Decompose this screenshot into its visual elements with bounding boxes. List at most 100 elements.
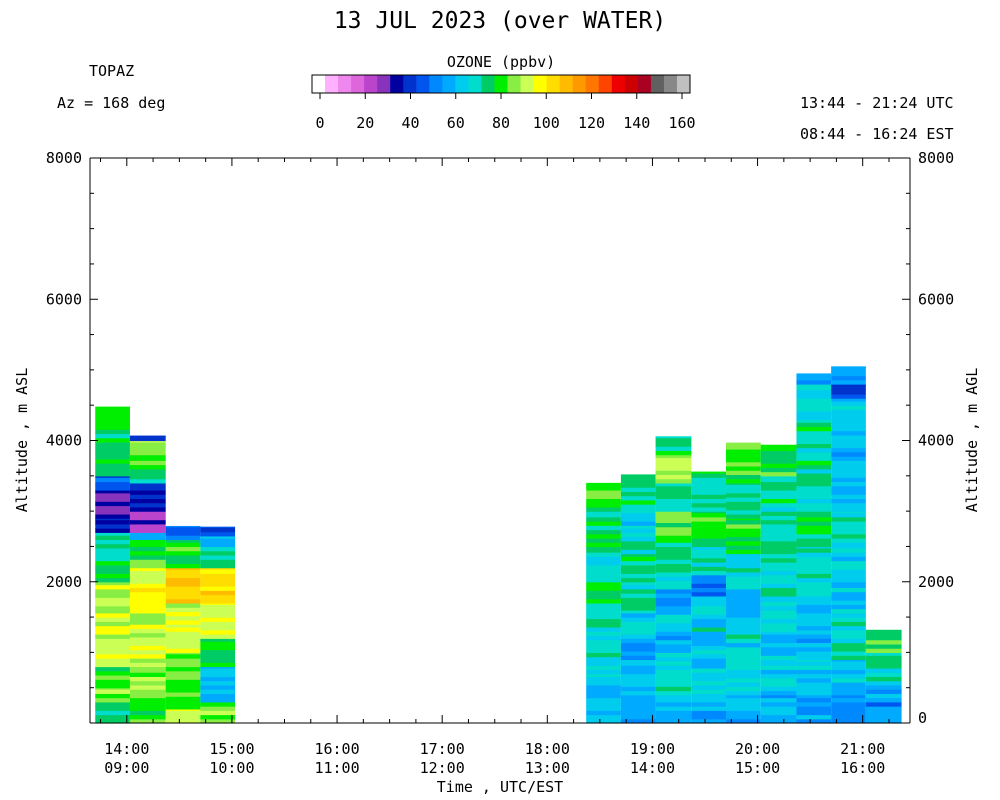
ozone-cell bbox=[831, 468, 866, 474]
ozone-cell bbox=[95, 588, 130, 594]
ozone-cell bbox=[586, 594, 621, 600]
ozone-cell bbox=[796, 621, 832, 627]
ozone-cell bbox=[586, 714, 621, 720]
ozone-cell bbox=[200, 634, 236, 639]
ozone-cell bbox=[165, 585, 201, 591]
ozone-cell bbox=[129, 470, 166, 475]
ozone-cell bbox=[620, 549, 656, 555]
ozone-cell bbox=[691, 489, 727, 495]
ozone-cell bbox=[95, 458, 130, 464]
colorbar-segment bbox=[338, 75, 352, 93]
colorbar-segment bbox=[650, 75, 665, 93]
ozone-cell bbox=[831, 587, 866, 593]
ozone-cell bbox=[200, 714, 236, 720]
ozone-cell bbox=[760, 701, 797, 707]
colorbar-segment bbox=[598, 75, 613, 93]
ozone-cell bbox=[691, 672, 727, 677]
ozone-cell bbox=[586, 564, 621, 570]
ozone-cell bbox=[691, 676, 727, 682]
ozone-cell bbox=[796, 402, 832, 408]
ozone-cell bbox=[655, 474, 692, 480]
colorbar-tick-label: 140 bbox=[623, 114, 650, 132]
ozone-cell bbox=[586, 643, 621, 649]
ozone-cell bbox=[200, 590, 236, 596]
colorbar-tick-label: 160 bbox=[668, 114, 695, 132]
ozone-cell bbox=[95, 543, 130, 549]
ozone-cell bbox=[760, 545, 797, 550]
ozone-cell bbox=[760, 591, 797, 597]
ozone-cell bbox=[95, 641, 130, 646]
ozone-cell bbox=[865, 648, 902, 653]
colorbar-segment bbox=[468, 75, 482, 93]
ozone-cell bbox=[129, 464, 166, 470]
ozone-cell bbox=[95, 601, 130, 607]
colorbar-segment bbox=[403, 75, 417, 93]
ozone-cell bbox=[200, 537, 236, 543]
ozone-cell bbox=[620, 673, 656, 679]
ozone-cell bbox=[655, 498, 692, 504]
ozone-cell bbox=[620, 682, 656, 687]
ozone-cell bbox=[620, 521, 656, 526]
ozone-cell bbox=[165, 631, 201, 637]
ozone-cell bbox=[165, 530, 201, 536]
ozone-cell bbox=[831, 682, 866, 687]
ozone-cell bbox=[620, 650, 656, 656]
ozone-cell bbox=[95, 560, 130, 566]
ozone-cell bbox=[586, 529, 621, 535]
ozone-cell bbox=[129, 485, 166, 491]
ozone-cell bbox=[865, 659, 902, 665]
ozone-cell bbox=[726, 608, 761, 614]
x-tick-label-est: 16:00 bbox=[840, 759, 885, 777]
y-tick-label-left: 6000 bbox=[46, 290, 82, 308]
ozone-cell bbox=[200, 621, 236, 627]
ozone-cell bbox=[129, 559, 166, 564]
ozone-cell bbox=[95, 605, 130, 611]
ozone-cell bbox=[95, 489, 130, 494]
ozone-cell bbox=[726, 549, 761, 555]
ozone-cell bbox=[691, 561, 727, 567]
ozone-cell bbox=[796, 430, 832, 436]
ozone-cell bbox=[129, 706, 166, 711]
ozone-cell bbox=[655, 697, 692, 703]
ozone-cell bbox=[865, 684, 902, 690]
ozone-cell bbox=[726, 690, 761, 696]
ozone-cell bbox=[831, 642, 866, 648]
ozone-cell bbox=[831, 604, 866, 610]
ozone-cell bbox=[796, 410, 832, 416]
ozone-cell bbox=[796, 659, 832, 662]
ozone-cell bbox=[129, 632, 166, 638]
ozone-cell bbox=[831, 591, 866, 597]
ozone-cell bbox=[796, 419, 832, 423]
x-tick-label-utc: 17:00 bbox=[420, 740, 465, 758]
ozone-cell bbox=[831, 498, 866, 504]
ozone-cell bbox=[95, 497, 130, 502]
ozone-cell bbox=[831, 694, 866, 699]
ozone-cell bbox=[691, 636, 727, 642]
ozone-cell bbox=[95, 532, 130, 536]
ozone-cell bbox=[655, 550, 692, 556]
ozone-cell bbox=[796, 600, 832, 605]
ozone-cell bbox=[726, 559, 761, 564]
ozone-cell bbox=[165, 700, 201, 706]
ozone-cell bbox=[95, 519, 130, 525]
ozone-cell bbox=[129, 539, 166, 543]
ozone-cell bbox=[760, 561, 797, 567]
ozone-cell bbox=[129, 478, 166, 484]
ozone-cell bbox=[165, 639, 201, 645]
ozone-cell bbox=[796, 481, 832, 487]
ozone-cell bbox=[831, 366, 866, 368]
y-tick-label-left: 4000 bbox=[46, 432, 82, 450]
ozone-cell bbox=[586, 552, 621, 557]
ozone-cell bbox=[655, 631, 692, 637]
ozone-cell bbox=[95, 406, 130, 409]
ozone-cell bbox=[586, 701, 621, 707]
ozone-cell bbox=[620, 528, 656, 533]
ozone-cell bbox=[586, 689, 621, 694]
ozone-cell bbox=[95, 649, 130, 655]
ozone-cell bbox=[831, 451, 866, 457]
ozone-cell bbox=[831, 669, 866, 675]
ozone-cell bbox=[586, 598, 621, 604]
ozone-cell bbox=[726, 629, 761, 635]
ozone-cell bbox=[200, 710, 236, 716]
ozone-cell bbox=[655, 614, 692, 620]
